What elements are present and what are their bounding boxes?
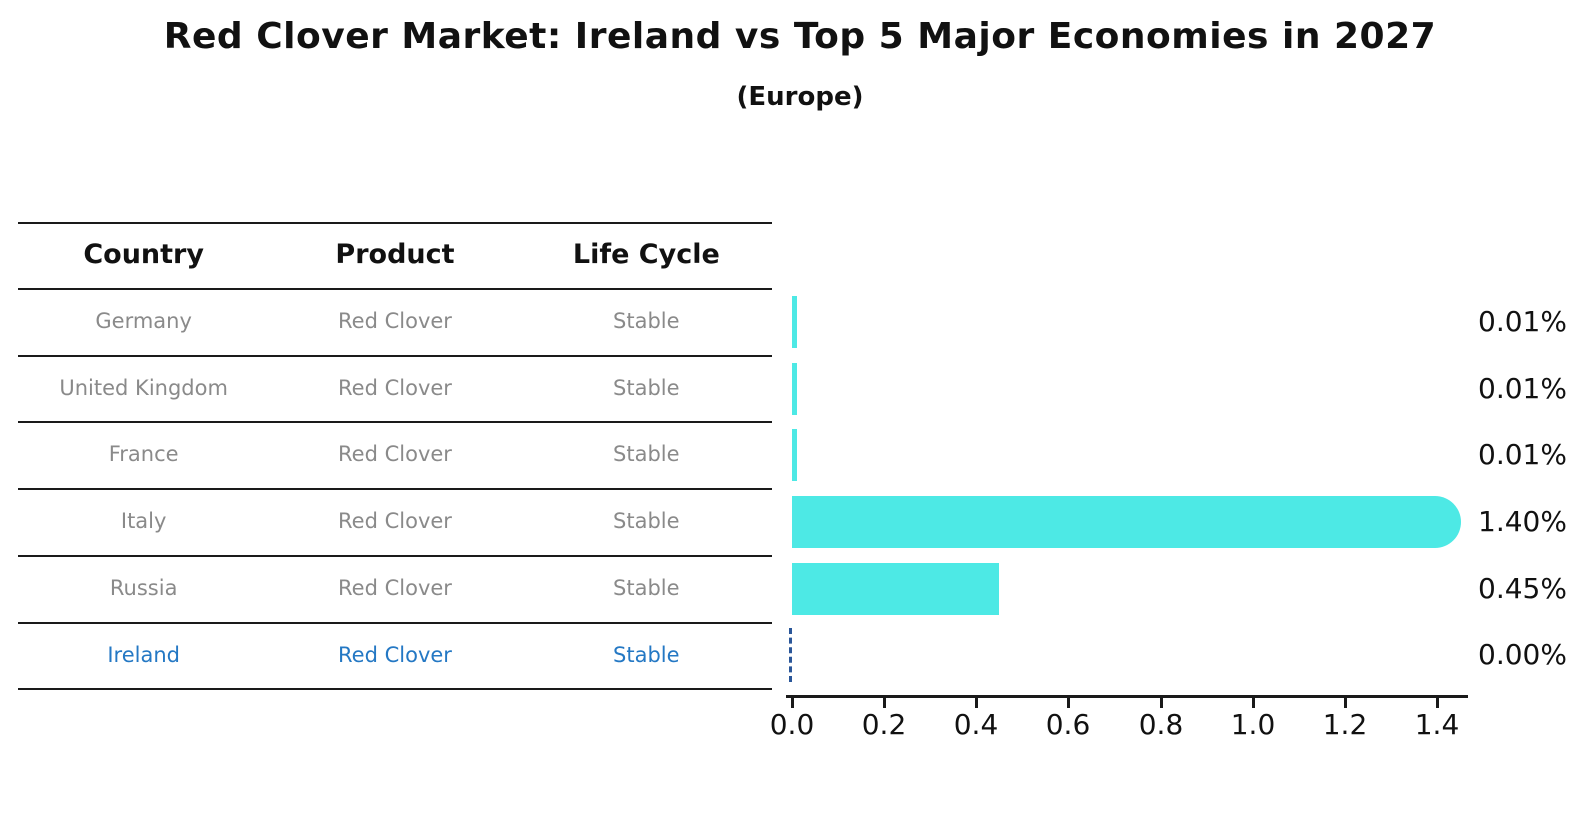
table-row-russia: Russia Red Clover Stable <box>18 555 772 621</box>
cell-lifecycle: Stable <box>613 509 680 533</box>
x-tick <box>975 695 978 708</box>
x-tick <box>1067 695 1070 708</box>
cell-lifecycle: Stable <box>613 309 680 333</box>
cell-country: Ireland <box>107 643 180 667</box>
x-tick <box>791 695 794 708</box>
table-rule <box>18 288 772 290</box>
table-header-row: Country Product Life Cycle <box>18 222 772 288</box>
bar-france <box>792 429 797 481</box>
bar-value-label: 0.00% <box>1478 638 1567 671</box>
cell-country: France <box>108 442 179 466</box>
x-tick <box>1344 695 1347 708</box>
x-tick-label: 0.4 <box>953 708 999 741</box>
bar-value-label: 1.40% <box>1478 505 1567 538</box>
cell-lifecycle: Stable <box>613 643 680 667</box>
bar-russia <box>792 563 1000 615</box>
bar-value-label: 0.01% <box>1478 438 1567 471</box>
table-rule <box>18 622 772 624</box>
bar-ireland-zero-marker <box>789 628 792 682</box>
x-tick <box>1160 695 1163 708</box>
table-row-france: France Red Clover Stable <box>18 421 772 487</box>
cell-product: Red Clover <box>338 442 452 466</box>
x-tick-label: 1.2 <box>1322 708 1368 741</box>
x-tick-label: 1.0 <box>1230 708 1276 741</box>
cell-country: United Kingdom <box>59 376 228 400</box>
header-product: Product <box>335 239 455 270</box>
cell-product: Red Clover <box>338 643 452 667</box>
table-row-italy: Italy Red Clover Stable <box>18 488 772 554</box>
table-row-united-kingdom: United Kingdom Red Clover Stable <box>18 355 772 421</box>
x-tick-label: 0.2 <box>861 708 907 741</box>
cell-country: Italy <box>120 509 167 533</box>
table-rule <box>18 488 772 490</box>
table-rule <box>18 355 772 357</box>
cell-lifecycle: Stable <box>613 442 680 466</box>
bar-germany <box>792 296 797 348</box>
cell-country: Germany <box>95 309 192 333</box>
table-rule <box>18 421 772 423</box>
x-tick-label: 0.6 <box>1045 708 1091 741</box>
header-country: Country <box>83 239 204 270</box>
bar-united-kingdom <box>792 363 797 415</box>
table-row-germany: Germany Red Clover Stable <box>18 288 772 354</box>
table-row-ireland: Ireland Red Clover Stable <box>18 622 772 688</box>
cell-lifecycle: Stable <box>613 576 680 600</box>
x-tick-label: 1.4 <box>1414 708 1460 741</box>
chart-subtitle: (Europe) <box>736 82 864 112</box>
cell-lifecycle: Stable <box>613 376 680 400</box>
bar-value-label: 0.01% <box>1478 372 1567 405</box>
cell-product: Red Clover <box>338 376 452 400</box>
cell-product: Red Clover <box>338 309 452 333</box>
bar-value-label: 0.01% <box>1478 305 1567 338</box>
x-tick <box>1252 695 1255 708</box>
cell-country: Russia <box>109 576 178 600</box>
x-axis-line <box>786 695 1468 698</box>
cell-product: Red Clover <box>338 576 452 600</box>
x-tick <box>883 695 886 708</box>
table-rule <box>18 555 772 557</box>
chart-title: Red Clover Market: Ireland vs Top 5 Majo… <box>163 16 1437 57</box>
x-tick <box>1436 695 1439 708</box>
bar-italy <box>792 496 1461 548</box>
x-tick-label: 0.0 <box>769 708 815 741</box>
cell-product: Red Clover <box>338 509 452 533</box>
table-rule <box>18 222 772 224</box>
table-rule <box>18 688 772 690</box>
header-life-cycle: Life Cycle <box>572 239 720 270</box>
bar-value-label: 0.45% <box>1478 572 1567 605</box>
x-tick-label: 0.8 <box>1138 708 1184 741</box>
